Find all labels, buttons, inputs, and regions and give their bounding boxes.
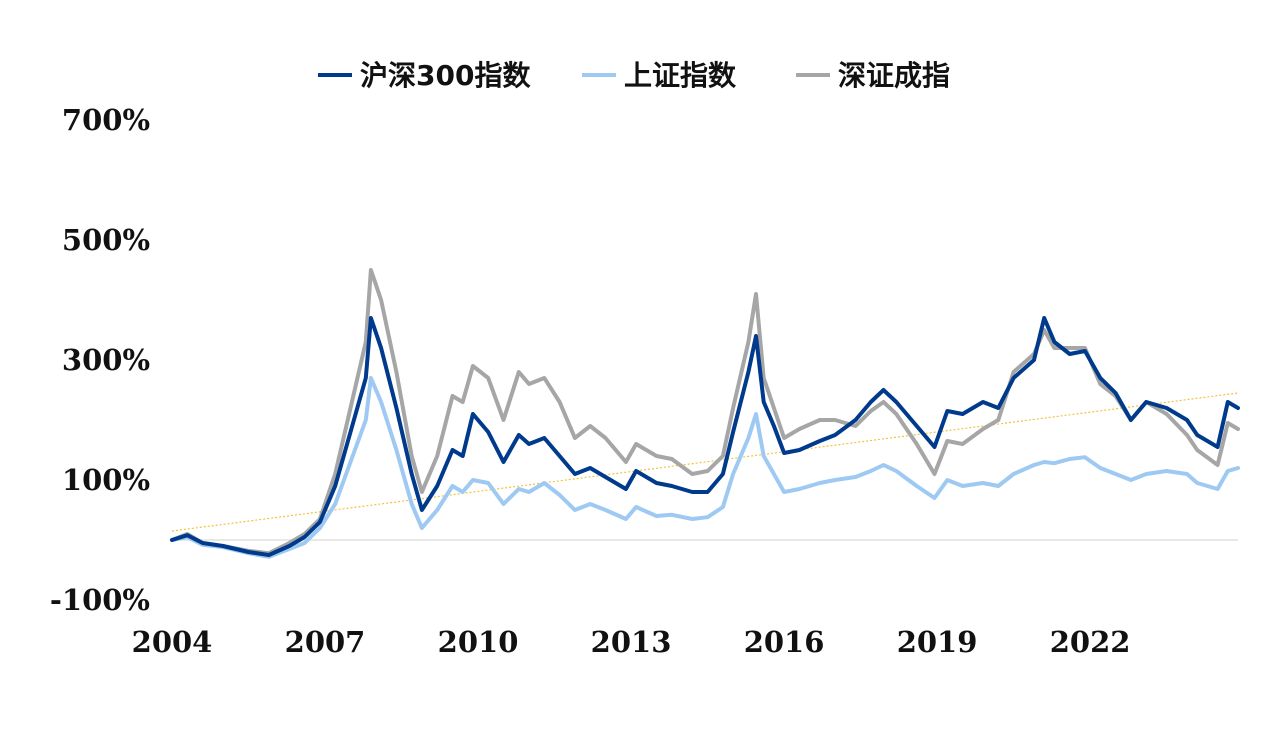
- chart-legend: 沪深300指数 上证指数 深证成指: [318, 59, 950, 92]
- legend-label-0: 沪深300指数: [360, 59, 531, 92]
- y-tick-label: 500%: [62, 223, 150, 257]
- x-axis: 2004 2007 2010 2013 2016 2019 2022: [132, 625, 1131, 659]
- x-tick-label: 2004: [132, 625, 213, 659]
- x-tick-label: 2013: [591, 625, 672, 659]
- x-tick-label: 2016: [744, 625, 825, 659]
- legend-label-1: 上证指数: [624, 59, 737, 92]
- legend-label-2: 深证成指: [838, 59, 950, 92]
- x-tick-label: 2019: [897, 625, 978, 659]
- series-line-1: [170, 376, 1240, 559]
- series-line-2: [170, 268, 1240, 556]
- series-layer: [170, 268, 1240, 559]
- y-tick-label: 300%: [62, 343, 150, 377]
- trendline: [171, 392, 1239, 532]
- y-tick-label: 100%: [62, 463, 150, 497]
- x-tick-label: 2010: [438, 625, 519, 659]
- x-tick-label: 2007: [285, 625, 366, 659]
- y-axis: -100% 100% 300% 500% 700%: [50, 103, 150, 617]
- x-tick-label: 2022: [1050, 625, 1131, 659]
- y-tick-label: 700%: [62, 103, 150, 137]
- series-line-0: [170, 316, 1240, 557]
- y-tick-label: -100%: [50, 583, 150, 617]
